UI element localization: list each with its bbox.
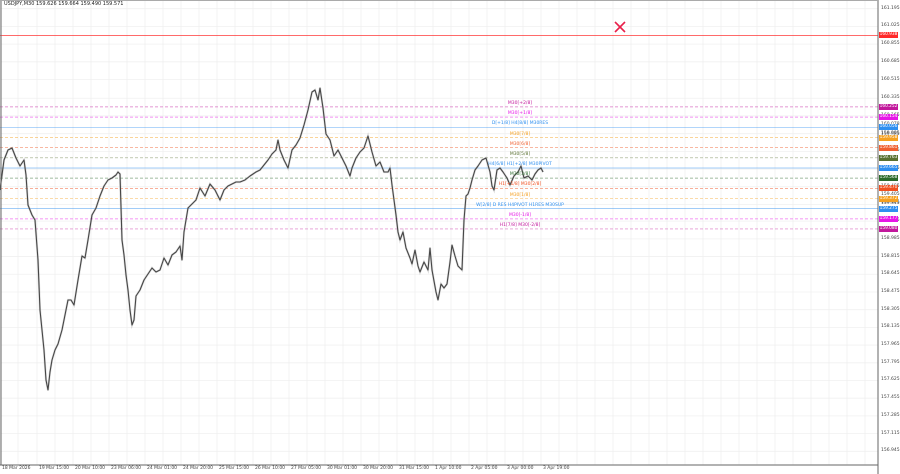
level-label: H1[+1/8] M30[2/8] <box>498 182 542 188</box>
y-tick-label: 159.315 <box>881 201 900 207</box>
level-label: M30[+2/8] <box>507 100 533 106</box>
vertical-grid <box>0 0 866 465</box>
price-wicks <box>0 87 544 391</box>
price-level-badge: 160.252 <box>879 103 898 110</box>
x-tick-label: 2 Apr 05:00 <box>471 466 498 471</box>
price-level-badge: 160.056 <box>879 124 898 131</box>
price-level-badge: 160.938 <box>879 32 898 39</box>
level-label: W[2/8] D RES H4PIVOT H1RES M30SUP <box>476 202 564 208</box>
y-tick-label: 158.305 <box>881 306 900 312</box>
price-level-badge: 159.177 <box>879 215 898 222</box>
x-tick-label: 24 Mar 01:00 <box>147 466 178 471</box>
murrey-math-levels <box>0 35 878 230</box>
y-tick-label: 157.625 <box>881 377 900 383</box>
x-tick-label: 19 Mar 15:00 <box>39 466 70 471</box>
price-level-badge: 159.763 <box>879 154 898 161</box>
y-extra-label: 159.325 <box>881 200 900 206</box>
y-tick-label: 159.825 <box>881 148 900 154</box>
level-label: M30[+1/8] <box>507 111 533 117</box>
y-extra-label: 159.985 <box>881 132 900 137</box>
y-tick-label: 157.115 <box>881 430 900 436</box>
price-level-badge: 159.665 <box>879 165 898 172</box>
x-tick-label: 20 Mar 10:00 <box>75 466 106 471</box>
y-tick-label: 157.795 <box>881 359 900 365</box>
price-series <box>0 87 544 391</box>
y-extra-label: 159.405 <box>881 192 900 197</box>
price-level-badge: 159.275 <box>879 205 898 212</box>
x-tick-label: 1 Apr 10:00 <box>435 466 462 471</box>
y-tick-label: 157.285 <box>881 412 900 418</box>
y-tick-label: 158.985 <box>881 235 900 241</box>
x-tick-label: 3 Apr 19:00 <box>543 466 570 471</box>
y-tick-label: 158.135 <box>881 324 900 330</box>
x-tick-label: 25 Mar 15:00 <box>219 466 250 471</box>
y-tick-label: 160.855 <box>881 41 900 47</box>
y-tick-label: 156.945 <box>881 448 900 454</box>
y-tick-label: 157.965 <box>881 342 900 348</box>
price-level-badge: 160.154 <box>879 114 898 121</box>
price-level-badge: 159.080 <box>879 225 898 232</box>
y-tick-label: 158.815 <box>881 253 900 259</box>
y-tick-label: 161.195 <box>881 5 900 11</box>
price-level-badge: 159.372 <box>879 195 898 202</box>
x-tick-label: 24 Mar 20:00 <box>183 466 214 471</box>
level-label: M30[3/8] <box>509 172 531 178</box>
y-tick-label: 160.515 <box>881 76 900 82</box>
x-tick-label: 18 Mar 2026 <box>2 466 31 471</box>
y-tick-label: 161.025 <box>881 23 900 29</box>
level-label: D[+1/8] H4[8/8] M30RES <box>491 121 549 127</box>
level-label: H1[7/8] M30[-2/8] <box>499 222 541 228</box>
level-label: M30[1/8] <box>509 192 531 198</box>
y-tick-label: 158.645 <box>881 271 900 277</box>
x-tick-label: 30 Mar 01:00 <box>327 466 358 471</box>
x-tick-label: 26 Mar 10:00 <box>255 466 286 471</box>
x-tick-label: 3 Apr 00:00 <box>507 466 534 471</box>
y-tick-label: 158.475 <box>881 288 900 294</box>
level-label: M30[5/8] <box>509 151 531 157</box>
price-level-badge: 159.861 <box>879 144 898 151</box>
price-level-badge: 159.958 <box>879 134 898 141</box>
level-label: H4[6/8] H1[+2/8] M30PIVOT <box>488 162 552 168</box>
stop-marker-icon[interactable] <box>614 21 626 33</box>
level-label: M30[7/8] <box>509 131 531 137</box>
level-label: M30[6/8] <box>509 141 531 147</box>
level-label: M30[-1/8] <box>509 212 531 218</box>
x-tick-label: 23 Mar 06:00 <box>111 466 142 471</box>
price-level-badge: 159.470 <box>879 185 898 192</box>
y-tick-label: 160.685 <box>881 58 900 64</box>
x-tick-label: 30 Mar 20:00 <box>363 466 394 471</box>
x-tick-label: 31 Mar 15:00 <box>399 466 430 471</box>
symbol-info: USDJPY,M30 159.626 159.664 159.490 159.5… <box>4 1 124 7</box>
y-tick-label: 160.335 <box>881 95 900 101</box>
y-tick-label: 159.995 <box>881 130 900 136</box>
price-level-badge: 159.568 <box>879 175 898 182</box>
horizontal-grid <box>0 8 878 452</box>
y-tick-label: 157.455 <box>881 395 900 401</box>
x-tick-label: 27 Mar 05:00 <box>291 466 322 471</box>
